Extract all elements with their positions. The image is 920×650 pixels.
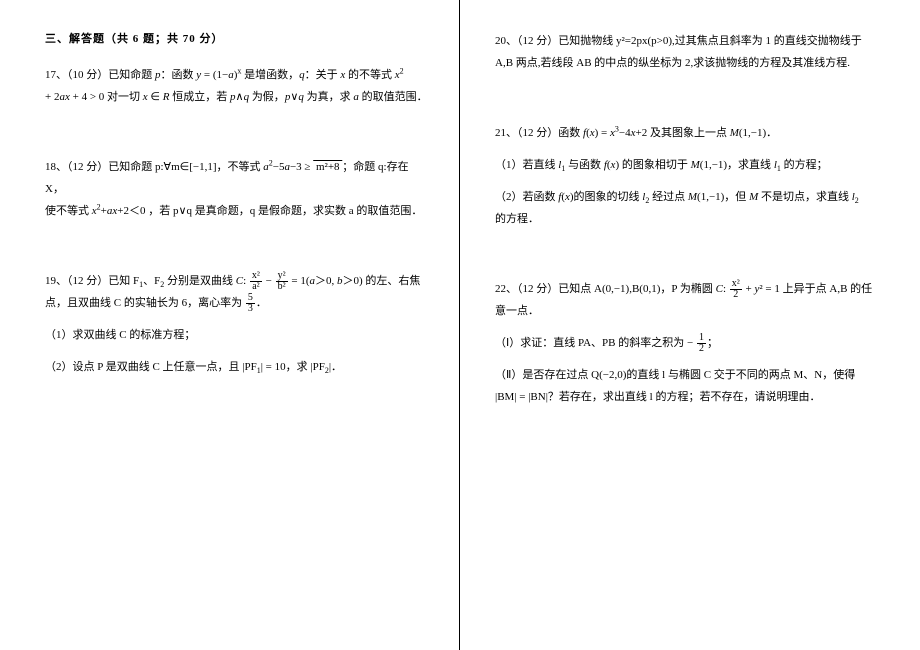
left-column: 三、解答题（共 6 题；共 70 分） 17、（10 分）已知命题 p：函数 y… [0,0,460,650]
page: 三、解答题（共 6 题；共 70 分） 17、（10 分）已知命题 p：函数 y… [0,0,920,650]
q20-line1: 20、（12 分）已知抛物线 y²=2px(p>0),过其焦点且斜率为 1 的直… [495,35,862,47]
question-19: 19、（12 分）已知 F1、F2 分别是双曲线 C: x²a² − y²b² … [45,270,429,378]
question-21: 21、（12 分）函数 f(x) = x3−4x+2 及其图象上一点 M(1,−… [495,122,890,230]
question-20: 20、（12 分）已知抛物线 y²=2px(p>0),过其焦点且斜率为 1 的直… [495,30,890,74]
question-22: 22、（12 分）已知点 A(0,−1),B(0,1)，P 为椭圆 C: x²2… [495,278,890,408]
q22-sub2: （Ⅱ）是否存在过点 Q(−2,0)的直线 l 与椭圆 C 交于不同的两点 M、N… [495,364,890,408]
q21-sub1: （1）若直线 l1 与函数 f(x) 的图象相切于 M(1,−1)，求直线 l1… [495,154,890,176]
q21-sub2: （2）若函数 f(x)的图象的切线 l2 经过点 M(1,−1)，但 M 不是切… [495,186,890,230]
q19-sub2: （2）设点 P 是双曲线 C 上任意一点，且 |PF1| = 10，求 |PF2… [45,356,429,378]
question-18: 18、（12 分）已知命题 p:∀m∈[−1,1]，不等式 a2−5a−3 ≥ … [45,156,429,222]
q17-prefix: 17、（10 分）已知命题 [45,69,155,81]
section-header: 三、解答题（共 6 题；共 70 分） [45,30,429,46]
q22-sub1: （Ⅰ）求证：直线 PA、PB 的斜率之积为 − 12； [495,332,890,354]
q22-sub2b: |BM| = |BN|？若存在，求出直线 l 的方程；若不存在，请说明理由． [495,391,820,403]
q22-sub2a: （Ⅱ）是否存在过点 Q(−2,0)的直线 l 与椭圆 C 交于不同的两点 M、N… [495,369,855,381]
q19-sub1: （1）求双曲线 C 的标准方程； [45,324,429,346]
right-column: 20、（12 分）已知抛物线 y²=2px(p>0),过其焦点且斜率为 1 的直… [460,0,920,650]
q20-line2: A,B 两点,若线段 AB 的中点的纵坐标为 2,求该抛物线的方程及其准线方程. [495,57,850,69]
question-17: 17、（10 分）已知命题 p：函数 y = (1−a)x 是增函数，q：关于 … [45,64,429,108]
